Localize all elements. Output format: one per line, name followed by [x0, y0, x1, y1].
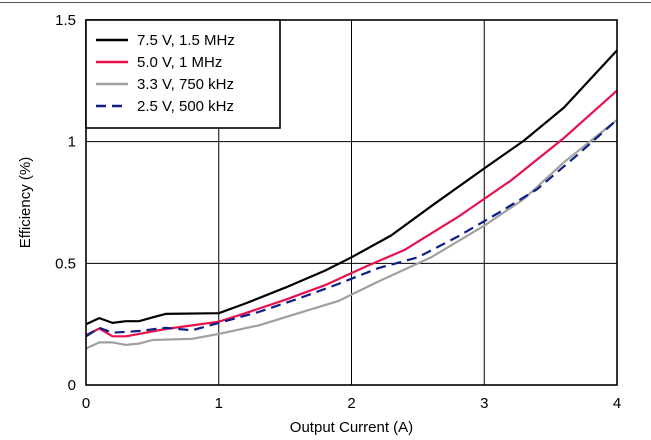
legend-label-1: 5.0 V, 1 MHz	[137, 54, 222, 71]
series-line-2	[85, 118, 618, 350]
legend: 7.5 V, 1.5 MHz 5.0 V, 1 MHz 3.3 V, 750 kHz…	[85, 19, 281, 129]
y-tick-label-2: 1	[68, 134, 76, 151]
y-tick-label-1: 0.5	[55, 255, 76, 272]
x-tick-label-3: 3	[480, 395, 488, 412]
series-line-0	[85, 49, 618, 326]
x-tick-label-1: 1	[215, 395, 223, 412]
x-tick-label-4: 4	[613, 395, 621, 412]
series-line-3	[85, 118, 618, 338]
y-axis-label: Efficiency (%)	[17, 157, 34, 248]
series-line-1	[85, 89, 618, 338]
legend-label-2: 3.3 V, 750 kHz	[137, 76, 234, 93]
legend-label-0: 7.5 V, 1.5 MHz	[137, 32, 235, 49]
tick-labels: 0 1 2 3 4 0 0.5 1 1.5	[55, 12, 621, 412]
x-tick-label-2: 2	[347, 395, 355, 412]
y-tick-label-3: 1.5	[55, 12, 76, 29]
x-tick-label-0: 0	[82, 395, 90, 412]
legend-box	[85, 19, 281, 129]
legend-label-3: 2.5 V, 500 kHz	[137, 98, 234, 115]
y-tick-label-0: 0	[68, 377, 76, 394]
plot-frame	[85, 19, 618, 386]
x-axis-label: Output Current (A)	[290, 419, 413, 436]
series-lines	[85, 49, 618, 350]
top-border-rule	[0, 2, 651, 3]
